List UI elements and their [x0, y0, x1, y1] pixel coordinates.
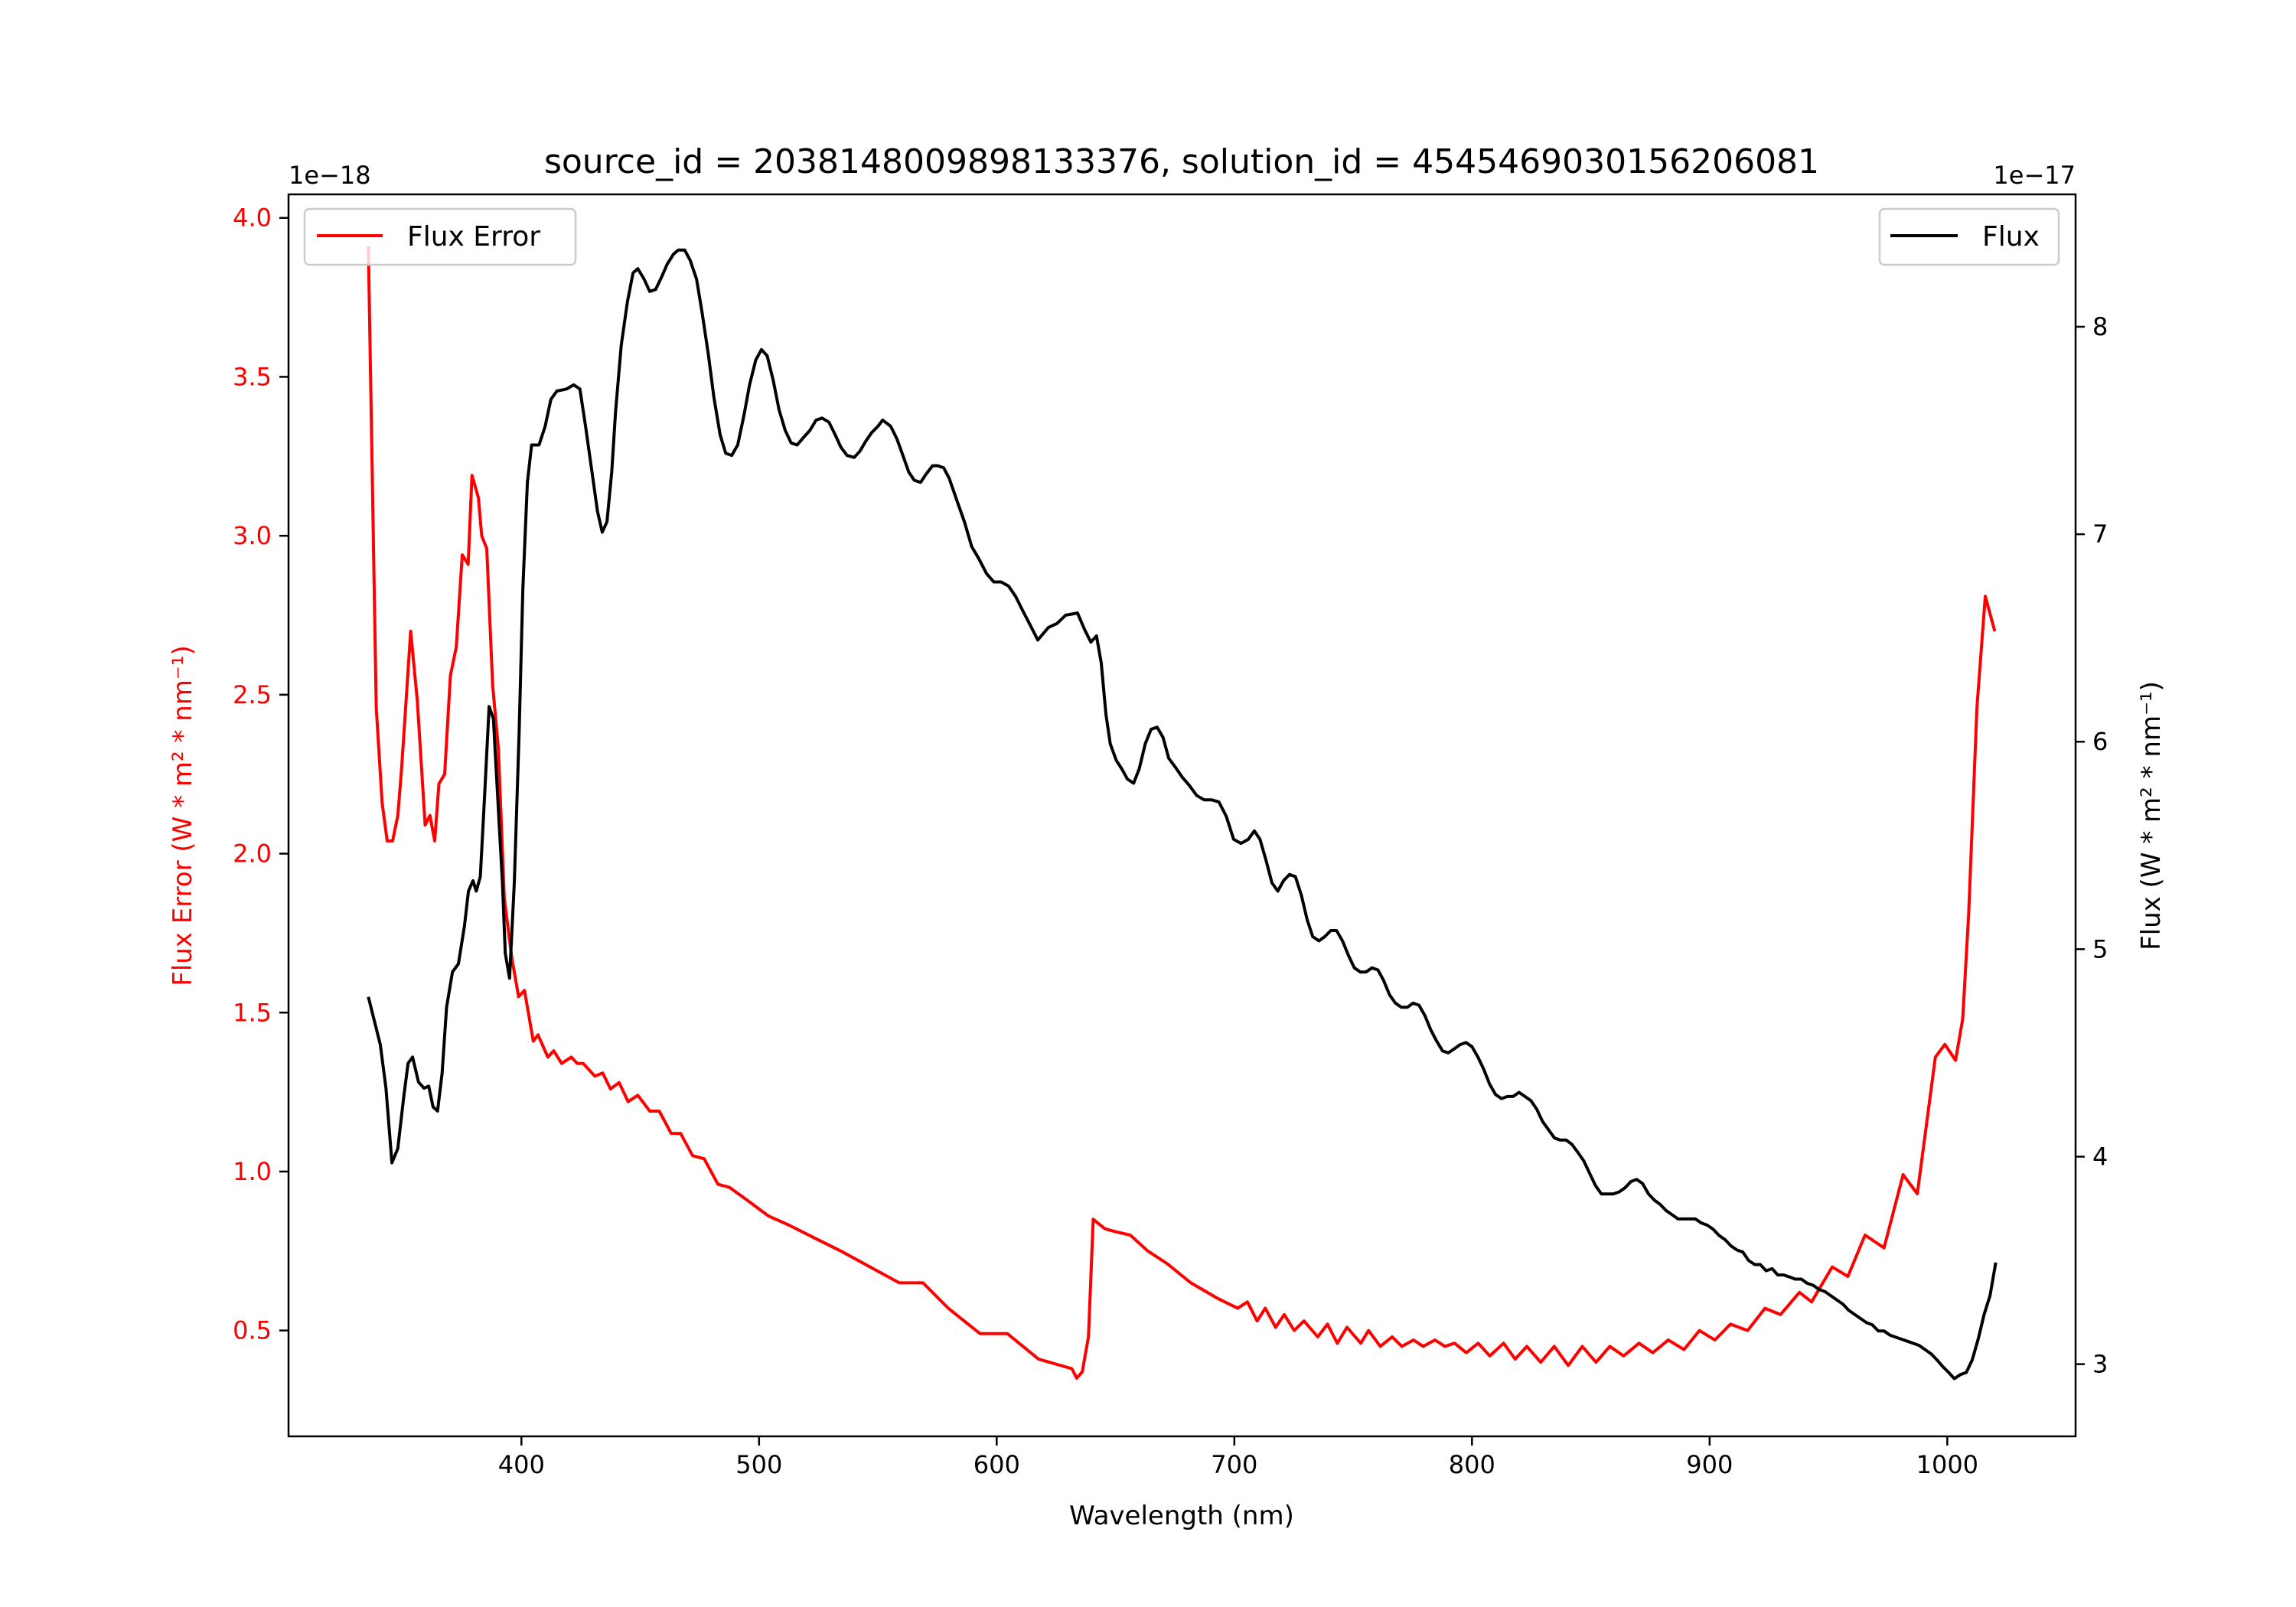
x-axis-label: Wavelength (nm): [1069, 1501, 1294, 1531]
right-y-tick-label: 4: [2092, 1143, 2108, 1172]
x-tick-label: 600: [974, 1450, 1020, 1479]
legend-box: [1878, 207, 2060, 266]
right-y-tick-label: 5: [2092, 934, 2108, 963]
right-y-tick-label: 3: [2092, 1350, 2108, 1379]
ticks-layer: 400 500 600 700 800 900 1000 0.5 1.0 1.5 2.0 2.5 3.0…: [233, 204, 2108, 1479]
right-y-tick-label: 8: [2092, 312, 2108, 341]
left-y-tick-label: 4.0: [233, 204, 272, 233]
flux-line: [367, 248, 1998, 1380]
right-axis-offset-label: 1e−17: [1993, 161, 2076, 190]
x-tick-label: 400: [498, 1450, 545, 1479]
legend-flux: Flux: [1878, 207, 2060, 266]
left-y-tick-label: 1.0: [233, 1157, 272, 1186]
chart-title: source_id = 2038148009898133376, solutio…: [544, 142, 1819, 181]
left-y-tick-label: 3.0: [233, 521, 272, 550]
x-tick-label: 700: [1211, 1450, 1257, 1479]
left-axis-offset-label: 1e−18: [289, 161, 371, 190]
legend-box: [303, 207, 577, 266]
right-y-tick-label: 6: [2092, 727, 2108, 756]
left-y-tick-label: 1.5: [233, 998, 272, 1027]
plot-frame: [287, 193, 2077, 1438]
left-y-tick-label: 0.5: [233, 1316, 272, 1345]
x-tick-label: 800: [1449, 1450, 1495, 1479]
x-tick-label: 900: [1686, 1450, 1733, 1479]
right-y-tick-label: 7: [2092, 520, 2108, 549]
legend-label-flux-error: Flux Error: [407, 221, 540, 253]
legend-label-flux: Flux: [1982, 221, 2040, 253]
x-tick-label: 1000: [1916, 1450, 1978, 1479]
x-tick-label: 500: [735, 1450, 782, 1479]
left-y-tick-label: 3.5: [233, 362, 272, 391]
legend-flux-error: Flux Error: [303, 207, 577, 266]
left-y-tick-label: 2.5: [233, 680, 272, 709]
flux-error-line: [367, 246, 1997, 1380]
right-y-axis-label: Flux (W * m² * nm⁻¹): [2136, 681, 2167, 950]
left-y-axis-label: Flux Error (W * m² * nm⁻¹): [168, 645, 198, 986]
left-y-tick-label: 2.0: [233, 839, 272, 869]
series-layer: [367, 246, 1998, 1380]
